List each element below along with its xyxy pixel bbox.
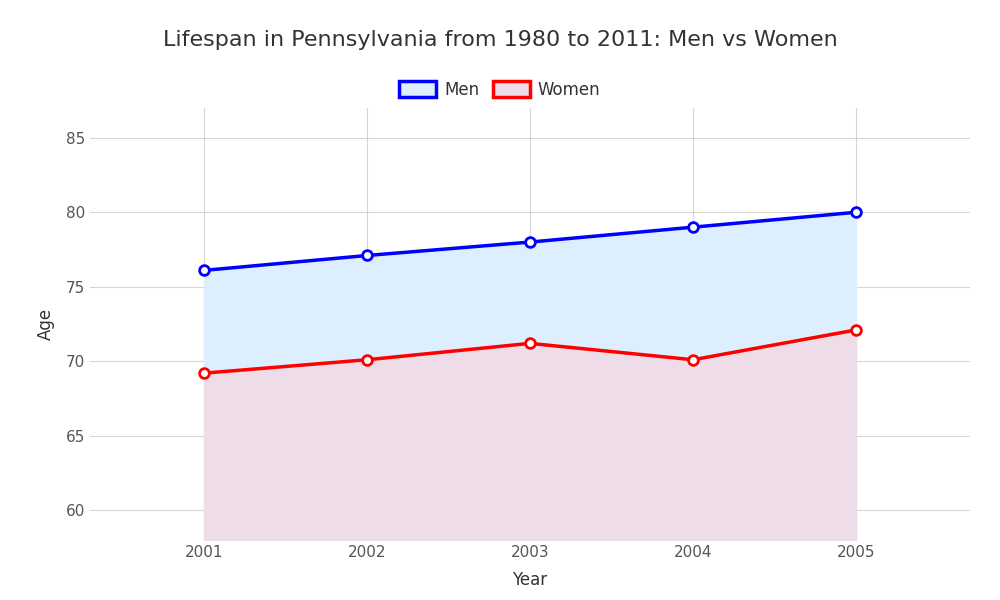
Y-axis label: Age: Age (37, 308, 55, 340)
X-axis label: Year: Year (512, 571, 548, 589)
Legend: Men, Women: Men, Women (393, 74, 607, 106)
Text: Lifespan in Pennsylvania from 1980 to 2011: Men vs Women: Lifespan in Pennsylvania from 1980 to 20… (163, 30, 837, 50)
